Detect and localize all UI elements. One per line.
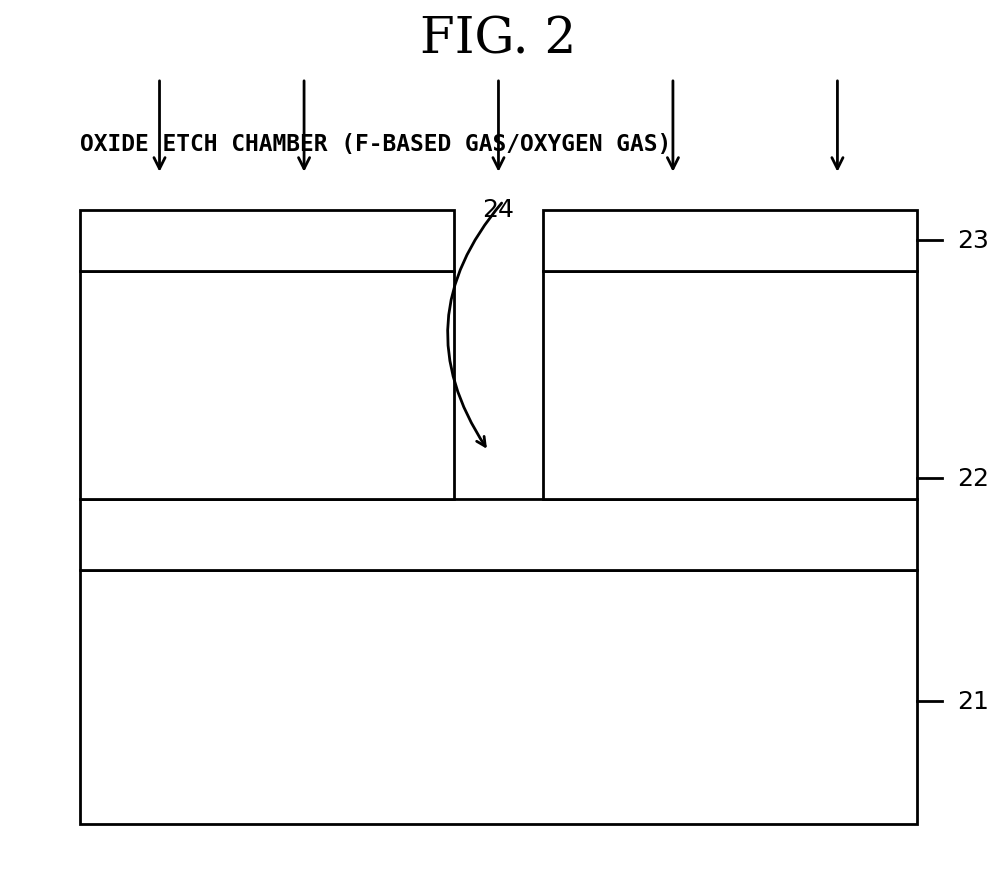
Text: 23: 23 <box>957 229 989 253</box>
Text: 21: 21 <box>957 689 989 714</box>
Bar <box>543 272 917 500</box>
Bar <box>80 272 454 500</box>
Bar <box>80 500 917 570</box>
Bar <box>80 570 917 824</box>
Bar <box>543 210 917 272</box>
Text: 22: 22 <box>957 466 989 490</box>
Text: OXIDE ETCH CHAMBER (F-BASED GAS/OXYGEN GAS): OXIDE ETCH CHAMBER (F-BASED GAS/OXYGEN G… <box>80 133 671 156</box>
Bar <box>80 210 454 272</box>
Text: FIG. 2: FIG. 2 <box>420 15 577 64</box>
Text: 24: 24 <box>482 197 515 221</box>
